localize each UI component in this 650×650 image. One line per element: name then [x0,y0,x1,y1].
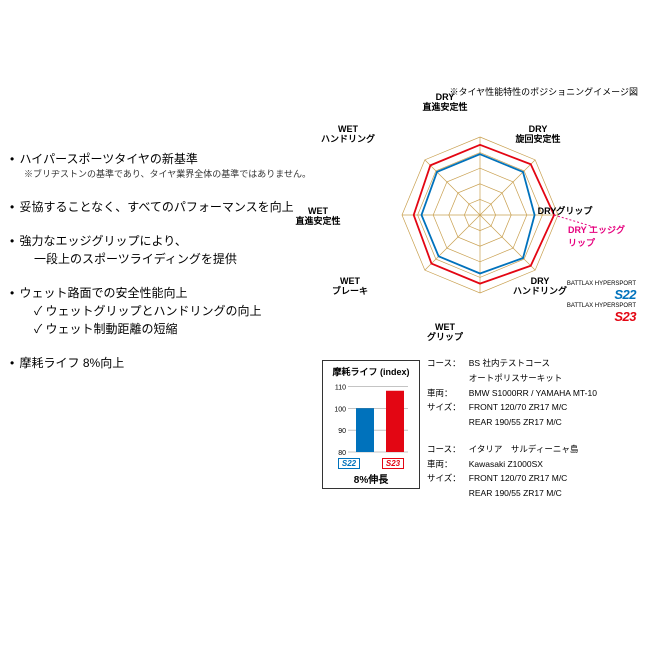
radar-callout: DRY エッジグリップ [568,223,630,249]
feature-bullet: • ハイパースポーツタイヤの新基準※ブリヂストンの基準であり、タイヤ業界全体の基… [10,150,320,182]
bar-svg: 80 90 100 110 [330,380,412,456]
radar-axis-label: WETグリップ [427,323,463,343]
svg-text:110: 110 [335,384,346,391]
feature-bullet: • ウェット路面での安全性能向上✓ ウェットグリップとハンドリングの向上✓ ウェ… [10,284,320,338]
radar-axis-label: DRY旋回安定性 [515,125,560,145]
test-spec-tables: コース：BS 社内テストコースオートポリスサーキット車両：BMW S1000RR… [425,355,605,512]
spec-block: コース：イタリア サルディーニャ島車両：Kawasaki Z1000SXサイズ：… [425,441,586,502]
radar-axis-label: WET直進安定性 [295,207,340,227]
wear-life-chart: 摩耗ライフ (index) 80 90 100 110 S22S23 8%伸長 [322,360,420,489]
svg-text:80: 80 [338,450,346,456]
bar-legend: S22S23 [327,458,415,469]
feature-bullet: • 妥協することなく、すべてのパフォーマンスを向上 [10,198,320,216]
feature-list: • ハイパースポーツタイヤの新基準※ブリヂストンの基準であり、タイヤ業界全体の基… [10,150,320,388]
spec-block: コース：BS 社内テストコースオートポリスサーキット車両：BMW S1000RR… [425,355,605,431]
radar-axis-label: WETハンドリング [321,125,375,145]
radar-axis-label: DRY直進安定性 [422,93,467,113]
legend-item: BATTLAX HYPERSPORTS23 [567,302,636,324]
radar-axis-label: DRYグリップ [538,207,593,217]
radar-axis-label: DRYハンドリング [513,277,567,297]
svg-text:90: 90 [338,428,346,435]
feature-bullet: • 摩耗ライフ 8%向上 [10,354,320,372]
feature-bullet: • 強力なエッジグリップにより、一段上のスポーツライディングを提供 [10,232,320,268]
radar-axis-label: WETブレーキ [332,277,368,297]
bar-title: 摩耗ライフ (index) [327,365,415,378]
svg-text:100: 100 [334,406,346,413]
legend-item: BATTLAX HYPERSPORTS22 [567,280,636,302]
radar-legend: BATTLAX HYPERSPORTS22BATTLAX HYPERSPORTS… [567,280,636,324]
bar-extension-label: 8%伸長 [327,471,415,486]
